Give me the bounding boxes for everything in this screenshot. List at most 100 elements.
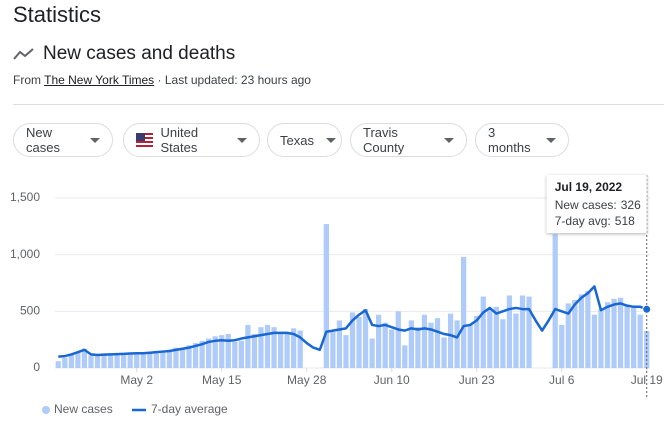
x-tick-label: May 28 <box>287 373 327 387</box>
bar <box>264 324 271 368</box>
bar <box>624 304 630 368</box>
bar <box>559 324 565 368</box>
source-link[interactable]: The New York Times <box>44 73 155 87</box>
filter-label: New cases <box>26 125 60 155</box>
bar <box>578 294 584 368</box>
filter-label: Travis County <box>363 125 405 155</box>
bar <box>232 341 238 368</box>
bar <box>591 314 598 368</box>
bar <box>323 224 329 368</box>
bar <box>330 331 336 368</box>
y-tick-label: 0 <box>33 360 40 374</box>
bar <box>389 329 395 368</box>
filter[interactable]: United States <box>123 123 260 157</box>
x-tick-label: Jun 10 <box>374 373 410 387</box>
bar <box>454 320 460 368</box>
subtitle: New cases and deaths <box>43 43 236 64</box>
filter[interactable]: New cases <box>13 123 113 157</box>
bar <box>395 311 401 368</box>
bar <box>565 303 571 368</box>
filter[interactable]: 3 months <box>475 123 569 157</box>
filter-label: United States <box>160 125 199 155</box>
bar <box>81 348 88 368</box>
bar <box>402 345 408 368</box>
caret <box>90 137 100 143</box>
tooltip-title: Jul 19, 2022 <box>555 180 623 194</box>
bar <box>585 290 591 368</box>
caret <box>325 137 336 143</box>
bar <box>258 327 264 368</box>
hover-dot <box>642 304 652 314</box>
filter[interactable]: Texas <box>267 123 342 157</box>
tooltip-value: 326 <box>621 198 641 212</box>
bar <box>219 335 225 368</box>
caret <box>444 137 454 143</box>
y-tick-label: 1,000 <box>10 247 40 261</box>
bar <box>598 309 604 368</box>
bar <box>382 322 388 368</box>
bar <box>225 334 231 368</box>
bar <box>356 317 362 368</box>
bar <box>637 314 643 368</box>
trend-icon <box>13 48 34 60</box>
caret <box>237 137 247 143</box>
bar <box>192 343 199 368</box>
bar <box>199 340 205 368</box>
bar <box>526 296 532 368</box>
tooltip-line: 7-day avg: 518 <box>555 214 635 228</box>
bar <box>94 355 101 368</box>
bar <box>500 319 506 368</box>
caret <box>546 137 556 143</box>
bar <box>251 334 258 368</box>
bar <box>127 353 133 368</box>
bar <box>369 338 375 368</box>
bar <box>447 313 454 368</box>
flag <box>136 133 153 147</box>
y-tick-label: 500 <box>20 304 40 318</box>
bar <box>121 353 127 368</box>
bar <box>186 345 192 368</box>
x-tick-label: May 15 <box>202 373 242 387</box>
bar <box>88 355 94 368</box>
bar <box>604 302 611 368</box>
divider <box>13 104 664 105</box>
legend-label: New cases <box>54 402 113 416</box>
bar <box>408 320 414 368</box>
bar <box>147 353 153 368</box>
bar <box>441 337 447 368</box>
legend-label: 7-day average <box>151 402 228 416</box>
bar <box>291 328 297 368</box>
tooltip-value: 518 <box>615 214 635 228</box>
filter[interactable]: Travis County <box>350 123 467 157</box>
bar <box>631 305 637 368</box>
bar <box>506 295 513 368</box>
line <box>58 285 648 358</box>
filter-label: Texas <box>280 132 314 148</box>
bar <box>173 347 179 368</box>
updated: · Last updated: 23 hours ago <box>157 73 311 87</box>
bar <box>434 318 441 368</box>
bar <box>277 332 284 368</box>
bar <box>284 334 290 368</box>
bar <box>179 348 186 368</box>
bar <box>474 315 480 368</box>
bar <box>107 354 114 368</box>
bar <box>160 351 166 368</box>
x-tick-label: May 2 <box>120 373 153 387</box>
bar <box>140 354 146 368</box>
tooltip-label: New cases: <box>555 198 617 212</box>
tooltip-box <box>546 175 647 233</box>
bar <box>153 351 159 368</box>
filter-label: 3 months <box>488 125 531 155</box>
bar <box>376 314 382 368</box>
tooltip-line: New cases: 326 <box>555 198 641 212</box>
legend-swatch <box>42 406 50 414</box>
bar <box>572 300 578 368</box>
bar <box>68 354 74 368</box>
bar <box>644 331 650 368</box>
bar <box>343 335 349 368</box>
bar <box>428 322 434 368</box>
x-tick-label: Jun 23 <box>459 373 495 387</box>
bar <box>271 327 277 368</box>
